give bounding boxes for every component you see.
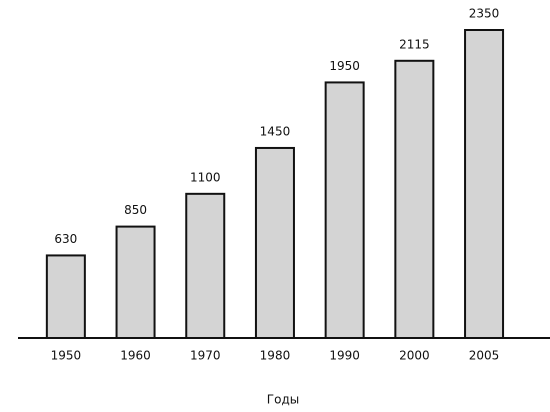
value-label: 2115 [399,37,430,51]
x-tick-label: 2005 [469,349,500,363]
x-axis-label: Годы [267,393,299,407]
bar [115,225,156,340]
value-label: 1450 [260,124,291,138]
value-label: 1100 [190,170,221,184]
bar [45,254,86,340]
x-tick-label: 1990 [329,349,360,363]
x-tick-label: 2000 [399,349,430,363]
x-tick-label: 1980 [260,349,291,363]
value-label: 850 [124,203,147,217]
bar [394,59,435,340]
bar [185,192,226,339]
value-label: 1950 [329,59,360,73]
value-label: 630 [54,232,77,246]
x-tick-label: 1960 [120,349,151,363]
bar [254,146,295,339]
x-tick-label: 1950 [51,349,82,363]
x-tick-label: 1970 [190,349,221,363]
bar [324,81,365,339]
value-label: 2350 [469,7,500,21]
bar [464,29,505,339]
